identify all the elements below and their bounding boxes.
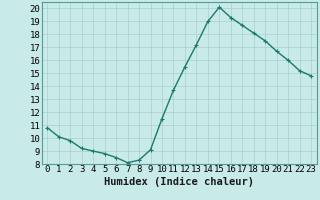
X-axis label: Humidex (Indice chaleur): Humidex (Indice chaleur) (104, 177, 254, 187)
